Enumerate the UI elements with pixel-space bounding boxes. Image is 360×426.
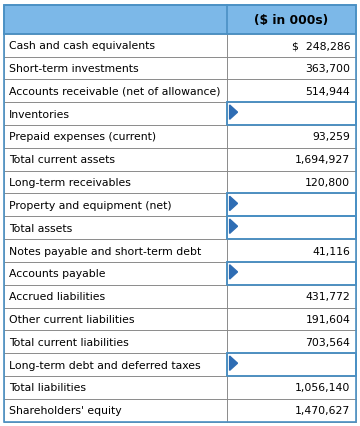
Bar [228, 58, 356, 80]
Polygon shape [230, 219, 238, 234]
Text: Shareholders' equity: Shareholders' equity [9, 406, 121, 415]
Text: Total current liabilities: Total current liabilities [9, 337, 129, 347]
Bar [228, 171, 356, 194]
Bar [4, 126, 228, 149]
Bar [228, 308, 356, 331]
Text: Total current assets: Total current assets [9, 155, 114, 165]
Bar [4, 399, 228, 422]
Bar [4, 331, 228, 354]
Bar [228, 217, 356, 239]
Bar [4, 103, 228, 126]
Bar [228, 399, 356, 422]
Bar [228, 262, 356, 285]
Text: 514,944: 514,944 [306, 86, 350, 97]
Bar [228, 331, 356, 354]
Bar [228, 103, 356, 126]
Bar [4, 194, 228, 217]
Bar [4, 308, 228, 331]
Text: Property and equipment (net): Property and equipment (net) [9, 200, 171, 210]
Polygon shape [230, 106, 238, 120]
Bar [4, 6, 356, 35]
Bar [4, 376, 228, 399]
Bar [228, 126, 356, 149]
Text: 1,470,627: 1,470,627 [295, 406, 350, 415]
Bar [228, 103, 356, 126]
Text: Total liabilities: Total liabilities [9, 383, 86, 393]
Bar [228, 80, 356, 103]
Text: Long-term debt and deferred taxes: Long-term debt and deferred taxes [9, 360, 200, 370]
Bar [4, 35, 228, 58]
Bar [228, 35, 356, 58]
Text: Accounts payable: Accounts payable [9, 269, 105, 279]
Bar [228, 285, 356, 308]
Bar [228, 217, 356, 239]
Text: Accrued liabilities: Accrued liabilities [9, 291, 105, 302]
Bar [4, 239, 228, 262]
Bar [4, 217, 228, 239]
Text: $  248,286: $ 248,286 [292, 41, 350, 51]
Text: Prepaid expenses (current): Prepaid expenses (current) [9, 132, 156, 142]
Text: 703,564: 703,564 [305, 337, 350, 347]
Bar [228, 194, 356, 217]
Text: 41,116: 41,116 [312, 246, 350, 256]
Bar [4, 58, 228, 80]
Text: Other current liabilities: Other current liabilities [9, 314, 134, 324]
Bar [4, 80, 228, 103]
Bar [228, 354, 356, 376]
Text: Inventories: Inventories [9, 109, 69, 119]
Text: 1,056,140: 1,056,140 [295, 383, 350, 393]
Text: 120,800: 120,800 [305, 178, 350, 187]
Text: Cash and cash equivalents: Cash and cash equivalents [9, 41, 155, 51]
Bar [228, 239, 356, 262]
Text: 431,772: 431,772 [306, 291, 350, 302]
Bar [228, 194, 356, 217]
Text: Long-term receivables: Long-term receivables [9, 178, 131, 187]
Polygon shape [230, 265, 238, 279]
Bar [4, 354, 228, 376]
Text: 191,604: 191,604 [305, 314, 350, 324]
Text: 93,259: 93,259 [312, 132, 350, 142]
Text: Total assets: Total assets [9, 223, 72, 233]
Bar [228, 354, 356, 376]
Text: 363,700: 363,700 [305, 64, 350, 74]
Text: Short-term investments: Short-term investments [9, 64, 138, 74]
Bar [228, 376, 356, 399]
Text: Accounts receivable (net of allowance): Accounts receivable (net of allowance) [9, 86, 220, 97]
Bar [4, 285, 228, 308]
Bar [4, 171, 228, 194]
Polygon shape [230, 356, 238, 371]
Text: 1,694,927: 1,694,927 [295, 155, 350, 165]
Bar [4, 262, 228, 285]
Polygon shape [230, 197, 238, 211]
Text: ($ in 000s): ($ in 000s) [255, 14, 329, 27]
Bar [228, 149, 356, 171]
Text: Notes payable and short-term debt: Notes payable and short-term debt [9, 246, 201, 256]
Bar [228, 262, 356, 285]
Bar [4, 149, 228, 171]
